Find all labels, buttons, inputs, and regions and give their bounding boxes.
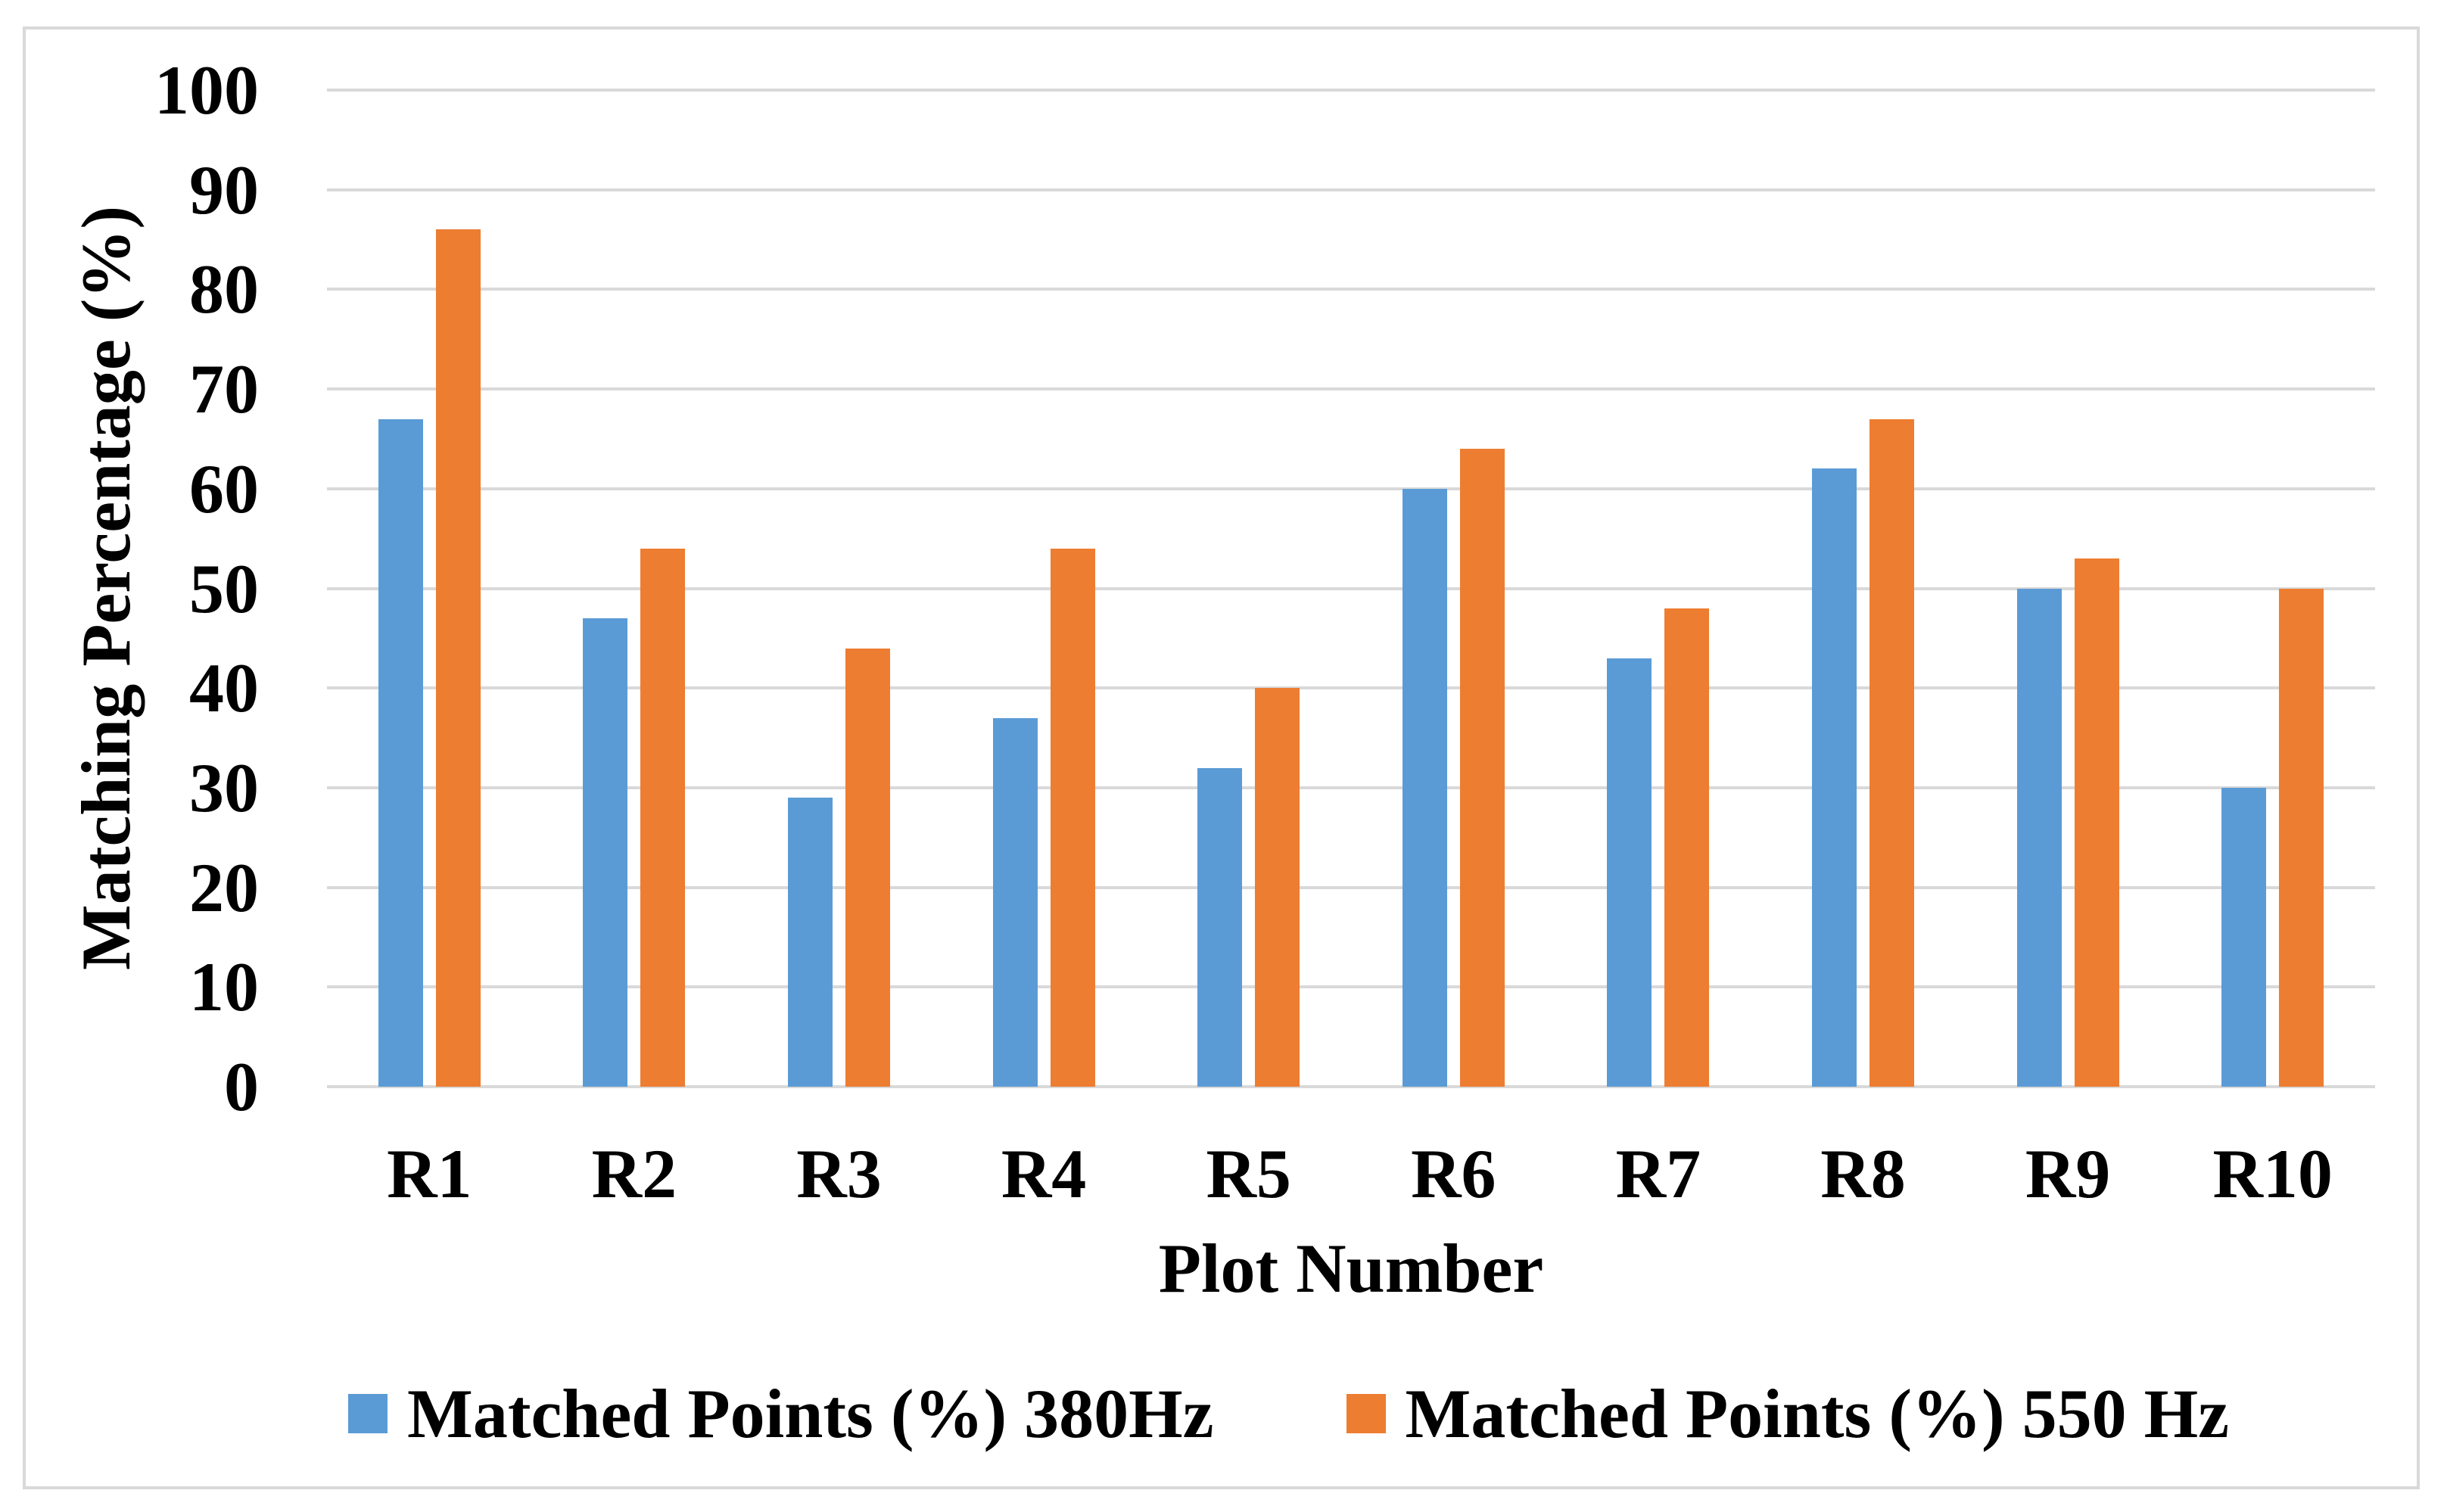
bar-r3-series2 (845, 648, 890, 1087)
legend-swatch-380hz-icon (348, 1394, 388, 1433)
legend-label-380hz: Matched Points (%) 380Hz (407, 1375, 1214, 1452)
plot-area (327, 89, 2375, 1088)
y-tick-label-40: 40 (189, 649, 259, 727)
x-tick-label-r8: R8 (1820, 1135, 1906, 1212)
bar-r3-series1 (788, 798, 833, 1087)
legend-swatch-550hz-icon (1346, 1394, 1386, 1433)
bar-r2-series2 (640, 548, 686, 1087)
gridline-50 (327, 586, 2375, 590)
x-tick-label-r3: R3 (796, 1135, 882, 1212)
x-tick-label-r7: R7 (1615, 1135, 1701, 1212)
bar-r5-series1 (1197, 767, 1243, 1087)
legend-item-380hz: Matched Points (%) 380Hz (348, 1379, 1214, 1448)
gridline-10 (327, 985, 2375, 989)
gridline-70 (327, 387, 2375, 391)
y-tick-label-0: 0 (224, 1048, 259, 1125)
gridline-60 (327, 487, 2375, 490)
y-tick-label-10: 10 (189, 948, 259, 1026)
x-tick-label-r5: R5 (1206, 1135, 1291, 1212)
bar-r10-series2 (2279, 588, 2324, 1087)
bar-r1-series2 (435, 229, 481, 1087)
legend: Matched Points (%) 380Hz Matched Points … (348, 1379, 2229, 1448)
bar-r6-series1 (1402, 488, 1447, 1087)
y-tick-label-100: 100 (154, 51, 259, 129)
y-tick-label-20: 20 (189, 848, 259, 926)
gridline-0 (327, 1085, 2375, 1088)
y-tick-label-70: 70 (189, 350, 259, 428)
x-tick-label-r2: R2 (591, 1135, 677, 1212)
y-tick-label-90: 90 (189, 151, 259, 229)
bar-r10-series1 (2221, 787, 2267, 1087)
x-tick-label-r10: R10 (2212, 1135, 2333, 1212)
gridline-80 (327, 288, 2375, 291)
gridline-90 (327, 188, 2375, 191)
gridline-40 (327, 686, 2375, 690)
y-tick-label-50: 50 (189, 549, 259, 627)
x-tick-label-r1: R1 (387, 1135, 472, 1212)
bar-r9-series1 (2016, 588, 2062, 1087)
bar-r6-series2 (1459, 449, 1505, 1087)
bar-r1-series1 (378, 418, 423, 1087)
legend-item-550hz: Matched Points (%) 550 Hz (1346, 1375, 2230, 1452)
x-axis-title: Plot Number (1158, 1230, 1544, 1307)
bar-r9-series2 (2074, 558, 2119, 1087)
bar-r8-series2 (1869, 418, 1914, 1087)
y-tick-label-60: 60 (189, 450, 259, 527)
gridline-20 (327, 885, 2375, 889)
bar-r8-series1 (1812, 468, 1857, 1087)
bar-r7-series2 (1664, 608, 1710, 1087)
y-tick-label-80: 80 (189, 250, 259, 328)
bar-r4-series2 (1050, 548, 1095, 1087)
x-tick-label-r6: R6 (1411, 1135, 1496, 1212)
x-tick-label-r9: R9 (2025, 1135, 2111, 1212)
x-tick-label-r4: R4 (1001, 1135, 1087, 1212)
bar-r2-series1 (583, 618, 628, 1087)
gridline-30 (327, 786, 2375, 789)
legend-label-550hz: Matched Points (%) 550 Hz (1405, 1375, 2230, 1452)
y-tick-label-30: 30 (189, 748, 259, 826)
gridline-100 (327, 89, 2375, 92)
bar-r7-series1 (1607, 658, 1652, 1087)
bar-r5-series2 (1255, 688, 1300, 1087)
bar-r4-series1 (992, 717, 1038, 1087)
